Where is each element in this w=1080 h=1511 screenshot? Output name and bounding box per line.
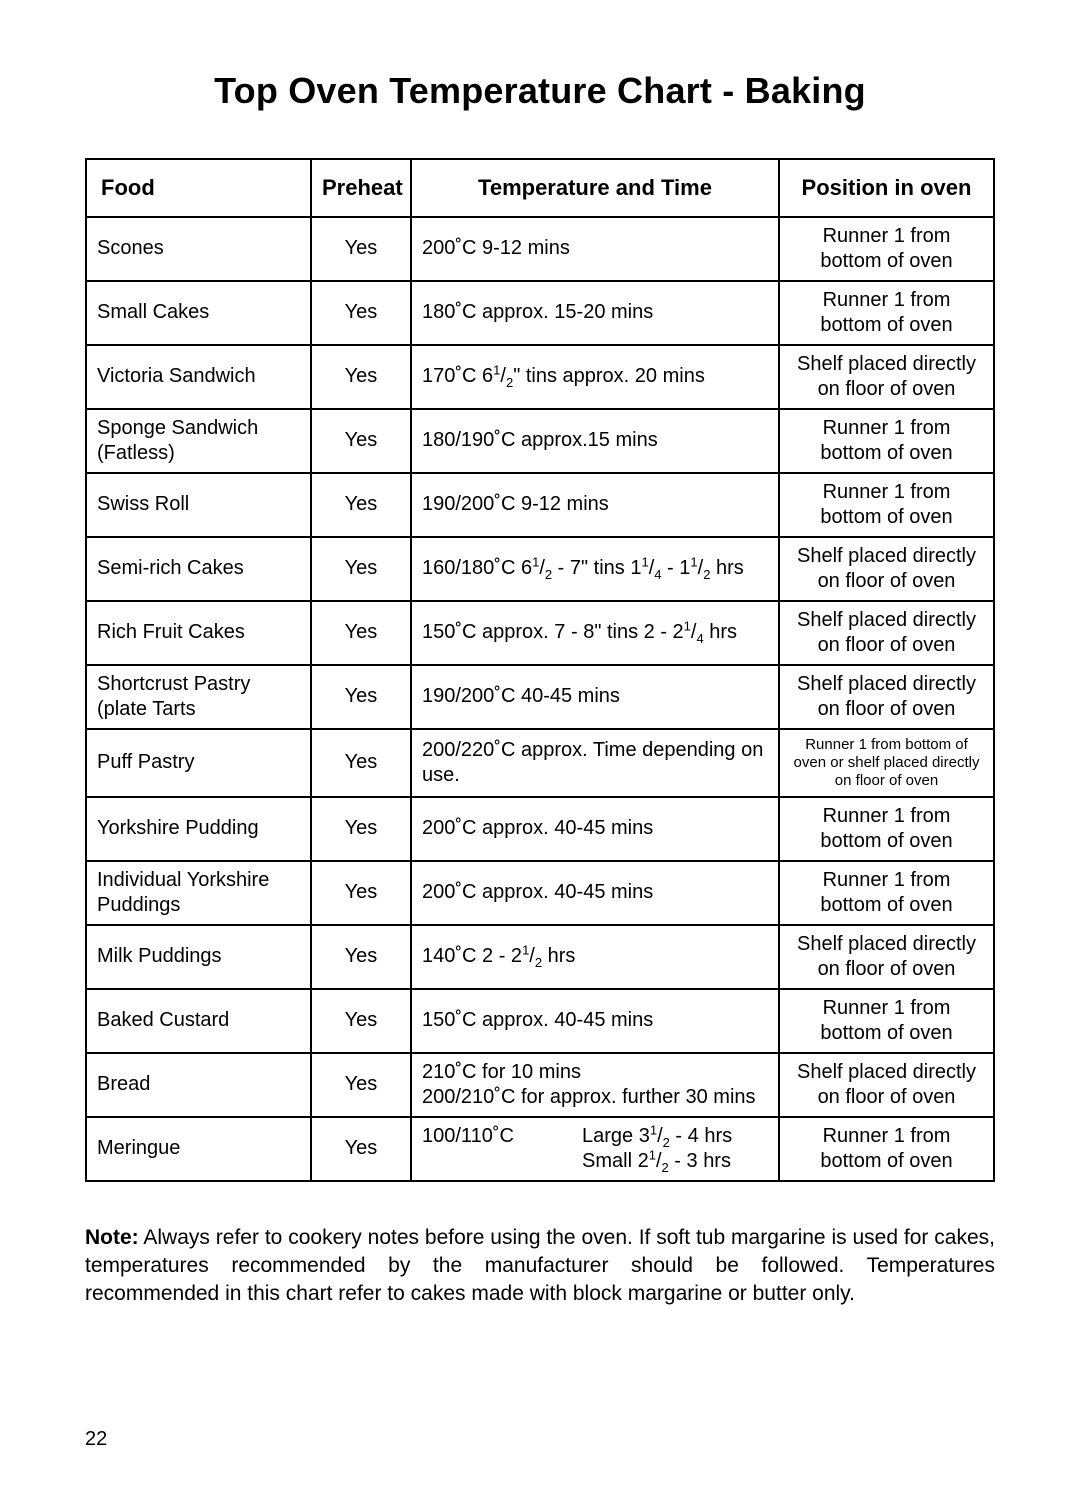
- table-row: Sponge Sandwich (Fatless)Yes180/190˚C ap…: [86, 409, 994, 473]
- cell-food: Swiss Roll: [86, 473, 311, 537]
- cell-temp-time: 200˚C 9-12 mins: [411, 217, 779, 281]
- cell-temp-time: 200/220˚C approx. Time depending on use.: [411, 729, 779, 797]
- cell-preheat: Yes: [311, 1053, 411, 1117]
- cell-temp-time: 150˚C approx. 7 - 8" tins 2 - 21/4 hrs: [411, 601, 779, 665]
- cell-position: Runner 1 from bottom of oven: [779, 473, 994, 537]
- cell-position: Shelf placed directly on floor of oven: [779, 665, 994, 729]
- col-header-position: Position in oven: [779, 159, 994, 217]
- cell-preheat: Yes: [311, 217, 411, 281]
- table-row: Victoria SandwichYes170˚C 61/2" tins app…: [86, 345, 994, 409]
- cell-temp-time: 150˚C approx. 40-45 mins: [411, 989, 779, 1053]
- page-number: 22: [85, 1428, 107, 1451]
- cell-food: Sponge Sandwich (Fatless): [86, 409, 311, 473]
- table-row: SconesYes200˚C 9-12 minsRunner 1 from bo…: [86, 217, 994, 281]
- baking-chart-table: Food Preheat Temperature and Time Positi…: [85, 158, 995, 1182]
- cell-temp-time: 200˚C approx. 40-45 mins: [411, 797, 779, 861]
- table-row: Small CakesYes180˚C approx. 15-20 minsRu…: [86, 281, 994, 345]
- cell-temp-time: 210˚C for 10 mins200/210˚C for approx. f…: [411, 1053, 779, 1117]
- cell-preheat: Yes: [311, 989, 411, 1053]
- cell-preheat: Yes: [311, 729, 411, 797]
- cell-preheat: Yes: [311, 925, 411, 989]
- cell-position: Runner 1 from bottom of oven: [779, 797, 994, 861]
- cell-food: Meringue: [86, 1117, 311, 1181]
- cell-preheat: Yes: [311, 665, 411, 729]
- cell-preheat: Yes: [311, 345, 411, 409]
- cell-temp-time: 200˚C approx. 40-45 mins: [411, 861, 779, 925]
- note-paragraph: Note: Always refer to cookery notes befo…: [85, 1224, 995, 1309]
- cell-position: Runner 1 from bottom of oven: [779, 989, 994, 1053]
- cell-temp-time: 100/110˚CLarge 31/2 - 4 hrsSmall 21/2 - …: [411, 1117, 779, 1181]
- cell-food: Scones: [86, 217, 311, 281]
- cell-preheat: Yes: [311, 281, 411, 345]
- cell-food: Milk Puddings: [86, 925, 311, 989]
- cell-temp-time: 190/200˚C 40-45 mins: [411, 665, 779, 729]
- cell-temp-time: 170˚C 61/2" tins approx. 20 mins: [411, 345, 779, 409]
- cell-preheat: Yes: [311, 861, 411, 925]
- cell-preheat: Yes: [311, 797, 411, 861]
- cell-position: Shelf placed directly on floor of oven: [779, 601, 994, 665]
- col-header-temp: Temperature and Time: [411, 159, 779, 217]
- page-title: Top Oven Temperature Chart - Baking: [85, 70, 995, 112]
- cell-food: Puff Pastry: [86, 729, 311, 797]
- table-row: Shortcrust Pastry (plate TartsYes190/200…: [86, 665, 994, 729]
- table-row: Puff PastryYes200/220˚C approx. Time dep…: [86, 729, 994, 797]
- cell-food: Rich Fruit Cakes: [86, 601, 311, 665]
- col-header-preheat: Preheat: [311, 159, 411, 217]
- table-row: Semi-rich CakesYes160/180˚C 61/2 - 7" ti…: [86, 537, 994, 601]
- cell-position: Runner 1 from bottom of oven: [779, 217, 994, 281]
- table-row: Milk PuddingsYes140˚C 2 - 21/2 hrsShelf …: [86, 925, 994, 989]
- cell-temp-time: 180˚C approx. 15-20 mins: [411, 281, 779, 345]
- page: Top Oven Temperature Chart - Baking Food…: [0, 0, 1080, 1511]
- table-row: Baked CustardYes150˚C approx. 40-45 mins…: [86, 989, 994, 1053]
- cell-position: Runner 1 from bottom of oven: [779, 861, 994, 925]
- cell-food: Yorkshire Pudding: [86, 797, 311, 861]
- cell-preheat: Yes: [311, 601, 411, 665]
- cell-temp-time: 180/190˚C approx.15 mins: [411, 409, 779, 473]
- note-label: Note:: [85, 1226, 139, 1249]
- table-row: BreadYes210˚C for 10 mins200/210˚C for a…: [86, 1053, 994, 1117]
- cell-temp-time: 140˚C 2 - 21/2 hrs: [411, 925, 779, 989]
- note-text: Always refer to cookery notes before usi…: [85, 1226, 995, 1306]
- cell-food: Individual Yorkshire Puddings: [86, 861, 311, 925]
- cell-food: Small Cakes: [86, 281, 311, 345]
- cell-position: Runner 1 from bottom of oven or shelf pl…: [779, 729, 994, 797]
- table-body: SconesYes200˚C 9-12 minsRunner 1 from bo…: [86, 217, 994, 1181]
- table-row: Swiss RollYes190/200˚C 9-12 minsRunner 1…: [86, 473, 994, 537]
- table-row: Rich Fruit CakesYes150˚C approx. 7 - 8" …: [86, 601, 994, 665]
- cell-preheat: Yes: [311, 409, 411, 473]
- cell-position: Shelf placed directly on floor of oven: [779, 1053, 994, 1117]
- cell-preheat: Yes: [311, 1117, 411, 1181]
- cell-position: Runner 1 from bottom of oven: [779, 281, 994, 345]
- cell-temp-time: 190/200˚C 9-12 mins: [411, 473, 779, 537]
- cell-position: Shelf placed directly on floor of oven: [779, 537, 994, 601]
- cell-position: Runner 1 from bottom of oven: [779, 1117, 994, 1181]
- cell-position: Shelf placed directly on floor of oven: [779, 345, 994, 409]
- table-header-row: Food Preheat Temperature and Time Positi…: [86, 159, 994, 217]
- cell-preheat: Yes: [311, 473, 411, 537]
- cell-food: Shortcrust Pastry (plate Tarts: [86, 665, 311, 729]
- cell-preheat: Yes: [311, 537, 411, 601]
- cell-food: Semi-rich Cakes: [86, 537, 311, 601]
- table-row: Yorkshire PuddingYes200˚C approx. 40-45 …: [86, 797, 994, 861]
- cell-temp-time: 160/180˚C 61/2 - 7" tins 11/4 - 11/2 hrs: [411, 537, 779, 601]
- cell-food: Victoria Sandwich: [86, 345, 311, 409]
- col-header-food: Food: [86, 159, 311, 217]
- cell-food: Bread: [86, 1053, 311, 1117]
- table-row: Individual Yorkshire PuddingsYes200˚C ap…: [86, 861, 994, 925]
- cell-position: Shelf placed directly on floor of oven: [779, 925, 994, 989]
- cell-position: Runner 1 from bottom of oven: [779, 409, 994, 473]
- cell-food: Baked Custard: [86, 989, 311, 1053]
- table-row: MeringueYes100/110˚CLarge 31/2 - 4 hrsSm…: [86, 1117, 994, 1181]
